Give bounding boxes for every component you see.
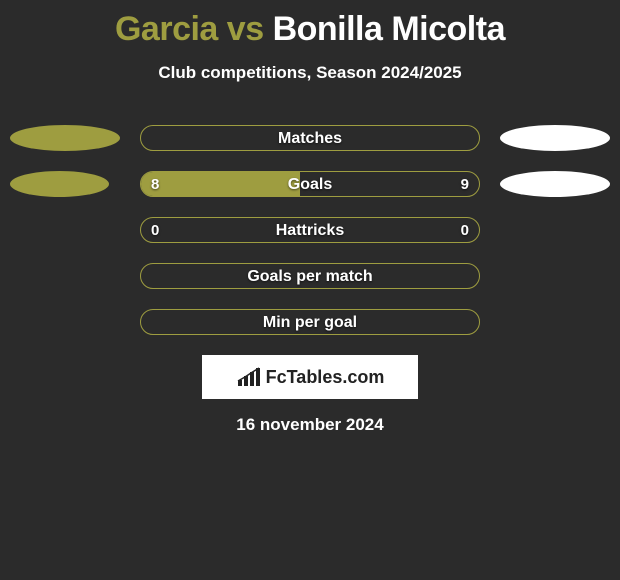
value-right: 9 xyxy=(461,172,469,197)
metric-label: Min per goal xyxy=(141,310,479,335)
value-right: 0 xyxy=(461,218,469,243)
value-left: 0 xyxy=(151,218,159,243)
comparison-chart: Matches Goals8 9 Hattricks0 0 Goals per match… xyxy=(0,125,620,335)
subtitle: Club competitions, Season 2024/2025 xyxy=(0,63,620,83)
attribution-logo: FcTables.com xyxy=(202,355,418,399)
metric-label: Goals per match xyxy=(141,264,479,289)
metric-row-gpm: Goals per match xyxy=(0,263,620,289)
metric-row-mpg: Min per goal xyxy=(0,309,620,335)
side-ellipse-right xyxy=(500,125,610,151)
metric-label: Hattricks xyxy=(141,218,479,243)
player1-name: Garcia xyxy=(115,10,218,48)
metric-pill: Hattricks0 0 xyxy=(140,217,480,243)
side-ellipse-left xyxy=(10,171,109,197)
metric-pill: Goals8 9 xyxy=(140,171,480,197)
metric-row-goals: Goals8 9 xyxy=(0,171,620,197)
barchart-icon xyxy=(236,366,262,388)
metric-label: Goals xyxy=(141,172,479,197)
logo-text: FcTables.com xyxy=(266,367,385,388)
side-ellipse-right xyxy=(500,171,610,197)
metric-row-hattricks: Hattricks0 0 xyxy=(0,217,620,243)
side-ellipse-left xyxy=(10,125,120,151)
value-left: 8 xyxy=(151,172,159,197)
comparison-title: Garcia vs Bonilla Micolta xyxy=(0,0,620,49)
date-text: 16 november 2024 xyxy=(0,415,620,435)
vs-text: vs xyxy=(227,10,264,48)
metric-pill: Min per goal xyxy=(140,309,480,335)
metric-pill: Goals per match xyxy=(140,263,480,289)
player2-name: Bonilla Micolta xyxy=(273,10,505,48)
metric-pill: Matches xyxy=(140,125,480,151)
metric-label: Matches xyxy=(141,126,479,151)
metric-row-matches: Matches xyxy=(0,125,620,151)
